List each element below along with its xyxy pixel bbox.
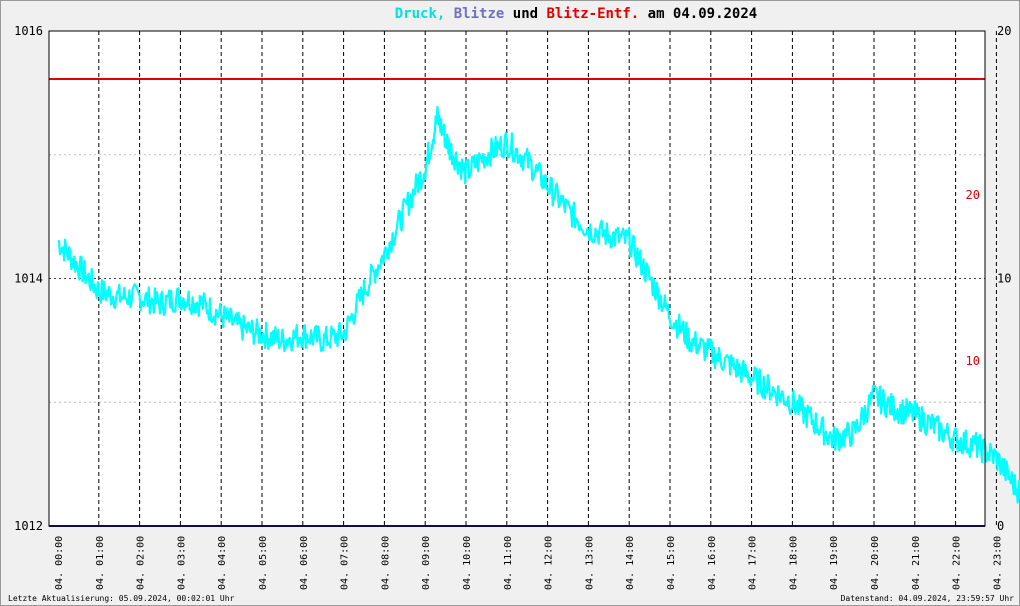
x-tick-label: 04. 18:00 [788, 536, 799, 590]
pressure-line [57, 105, 1020, 504]
right-tick-label: 0 [997, 519, 1004, 533]
x-tick-label: 04. 23:00 [992, 536, 1003, 590]
x-tick-label: 04. 07:00 [340, 536, 351, 590]
right-red-tick-label: 10 [966, 354, 980, 368]
x-tick-label: 04. 10:00 [462, 536, 473, 590]
x-tick-label: 04. 08:00 [380, 536, 391, 590]
x-tick-label: 04. 09:00 [421, 536, 432, 590]
x-tick-label: 04. 02:00 [136, 536, 147, 590]
x-tick-label: 04. 22:00 [952, 536, 963, 590]
x-tick-label: 04. 03:00 [176, 536, 187, 590]
x-tick-label: 04. 12:00 [544, 536, 555, 590]
x-tick-label: 04. 20:00 [870, 536, 881, 590]
x-tick-label: 04. 16:00 [707, 536, 718, 590]
title-part: Blitze [445, 6, 504, 22]
right-tick-label: 10 [997, 272, 1011, 286]
x-tick-label: 04. 05:00 [258, 536, 269, 590]
right-red-tick-label: 20 [966, 188, 980, 202]
left-tick-label: 1014 [14, 272, 43, 286]
left-tick-label: 1016 [14, 24, 43, 38]
x-tick-label: 04. 19:00 [829, 536, 840, 590]
title-part: Blitz-Entf. [538, 6, 639, 22]
footer-data-status: Datenstand: 04.09.2024, 23:59:57 Uhr [841, 594, 1015, 603]
title-part: am 04.09.2024 [639, 6, 757, 22]
grid [49, 31, 997, 526]
x-tick-label: 04. 13:00 [584, 536, 595, 590]
title-part: Druck, [395, 6, 446, 22]
left-tick-label: 1012 [14, 519, 43, 533]
x-tick-label: 04. 11:00 [503, 536, 514, 590]
footer-last-update: Letzte Aktualisierung: 05.09.2024, 00:02… [8, 594, 235, 603]
x-tick-label: 04. 00:00 [54, 536, 65, 590]
x-tick-label: 04. 21:00 [911, 536, 922, 590]
right-tick-label: 20 [997, 24, 1011, 38]
chart-title: Druck, Blitze und Blitz-Entf. am 04.09.2… [395, 6, 757, 22]
plot-border [48, 30, 986, 527]
title-part: und [504, 6, 538, 22]
x-tick-label: 04. 04:00 [217, 536, 228, 590]
x-tick-label: 04. 01:00 [95, 536, 106, 590]
axes: 04. 00:00 04. 01:00 04. 02:00 04. 03:00 04. … [14, 24, 1011, 590]
x-tick-label: 04. 06:00 [299, 536, 310, 590]
x-tick-label: 04. 14:00 [625, 536, 636, 590]
x-tick-label: 04. 17:00 [748, 536, 759, 590]
x-tick-label: 04. 15:00 [666, 536, 677, 590]
